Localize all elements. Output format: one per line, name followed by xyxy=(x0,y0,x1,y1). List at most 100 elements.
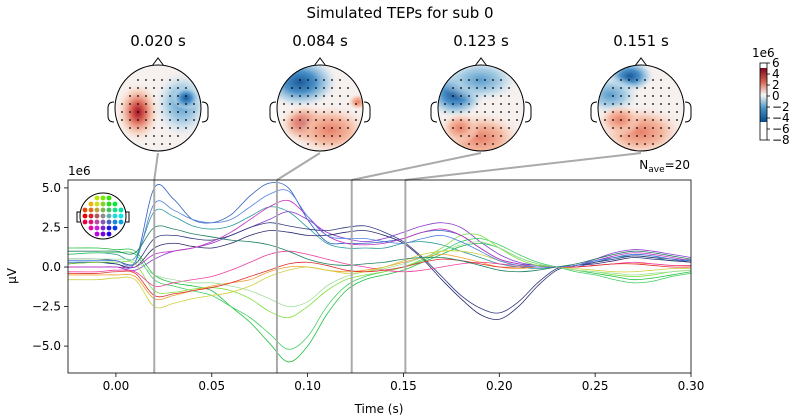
sensor-dot xyxy=(476,111,478,113)
sensor-dot xyxy=(492,111,494,113)
sensor-dot xyxy=(468,143,470,145)
sensor-dot xyxy=(177,119,179,121)
legend-sensor-dot xyxy=(106,195,112,201)
sensor-dot xyxy=(347,87,349,89)
sensor-dot xyxy=(612,119,614,121)
sensor-dot xyxy=(476,87,478,89)
legend-sensor-dot xyxy=(94,207,100,213)
channel-trace xyxy=(68,206,691,269)
sensor-dot xyxy=(620,79,622,81)
sensor-dot xyxy=(476,119,478,121)
sensor-dot xyxy=(161,119,163,121)
sensor-dot xyxy=(331,103,333,105)
colorbar-tick-label: −2 xyxy=(772,100,790,114)
sensor-dot xyxy=(604,111,606,113)
sensor-dot xyxy=(500,87,502,89)
sensor-dot xyxy=(307,135,309,137)
sensor-dot xyxy=(121,111,123,113)
sensor-dot xyxy=(660,79,662,81)
legend-sensor-dot xyxy=(94,219,100,225)
figure-title: Simulated TEPs for sub 0 xyxy=(306,4,493,22)
sensor-dot xyxy=(137,119,139,121)
x-tick-label: 0.20 xyxy=(486,379,513,393)
channel-trace xyxy=(68,230,691,320)
sensor-dot xyxy=(323,103,325,105)
sensor-dot xyxy=(484,135,486,137)
sensor-dot xyxy=(668,111,670,113)
sensor-dot xyxy=(644,79,646,81)
topomap-time-label: 0.123 s xyxy=(453,32,509,50)
legend-sensor-dot xyxy=(106,231,112,237)
sensor-dot xyxy=(169,79,171,81)
sensor-dot xyxy=(291,119,293,121)
sensor-dot xyxy=(331,111,333,113)
topomap: 0.020 s xyxy=(107,32,209,152)
sensor-dot xyxy=(612,127,614,129)
sensor-dot xyxy=(636,143,638,145)
channel-trace xyxy=(68,189,691,268)
sensor-dot xyxy=(492,143,494,145)
sensor-dot xyxy=(644,119,646,121)
sensor-dot xyxy=(161,103,163,105)
legend-sensor-dot xyxy=(100,213,106,219)
sensor-dot xyxy=(339,135,341,137)
legend-sensor-dot xyxy=(118,207,124,213)
sensor-dot xyxy=(347,95,349,97)
sensor-dot xyxy=(660,103,662,105)
topomap: 0.084 s xyxy=(269,32,371,152)
sensor-dot xyxy=(652,127,654,129)
sensor-dot xyxy=(644,95,646,97)
sensor-dot xyxy=(452,119,454,121)
sensor-dot xyxy=(129,127,131,129)
sensor-dot xyxy=(145,111,147,113)
sensor-dot xyxy=(620,119,622,121)
colorbar-frame xyxy=(759,62,768,141)
colorbar-tick-label: 2 xyxy=(772,78,780,92)
channel-trace xyxy=(68,250,691,309)
sensor-dot xyxy=(468,111,470,113)
sensor-dot xyxy=(323,127,325,129)
sensor-dot xyxy=(153,87,155,89)
sensor-dot xyxy=(612,87,614,89)
sensor-dot xyxy=(307,87,309,89)
sensor-dot xyxy=(636,95,638,97)
sensor-dot xyxy=(169,111,171,113)
legend-sensor-dot xyxy=(100,195,106,201)
sensor-dot xyxy=(185,127,187,129)
sensor-dot xyxy=(283,103,285,105)
sensor-dot xyxy=(145,127,147,129)
sensor-dot xyxy=(628,119,630,121)
sensor-dot xyxy=(508,103,510,105)
sensor-dot xyxy=(484,79,486,81)
sensor-dot xyxy=(185,103,187,105)
legend-sensor-dot xyxy=(88,213,94,219)
sensor-dot xyxy=(660,87,662,89)
legend-sensor-dot xyxy=(88,225,94,231)
sensor-dot xyxy=(307,143,309,145)
x-tick-label: 0.15 xyxy=(390,379,417,393)
sensor-dot xyxy=(315,135,317,137)
sensor-dot xyxy=(500,135,502,137)
sensor-dot xyxy=(468,79,470,81)
sensor-dot xyxy=(508,111,510,113)
sensor-dot xyxy=(516,111,518,113)
topomap-field xyxy=(277,65,338,108)
sensor-dot xyxy=(660,127,662,129)
topomap-connector xyxy=(153,152,159,181)
sensor-dot xyxy=(315,119,317,121)
topomaps: 0.020 s 0.084 s 0.123 s 0.151 s xyxy=(107,32,692,152)
sensor-dot xyxy=(291,95,293,97)
sensor-dot xyxy=(652,103,654,105)
topomap-field xyxy=(348,94,363,110)
sensor-dot xyxy=(145,143,147,145)
sensor-dot xyxy=(484,143,486,145)
sensor-dot xyxy=(652,87,654,89)
sensor-dot xyxy=(644,127,646,129)
sensor-dot xyxy=(620,95,622,97)
colorbar-tick-label: 0 xyxy=(772,89,780,103)
legend-sensor-dot xyxy=(112,207,118,213)
colorbar-tick-label: −4 xyxy=(772,111,790,125)
sensor-dot xyxy=(169,127,171,129)
sensor-dot xyxy=(169,87,171,89)
sensor-dot xyxy=(636,79,638,81)
